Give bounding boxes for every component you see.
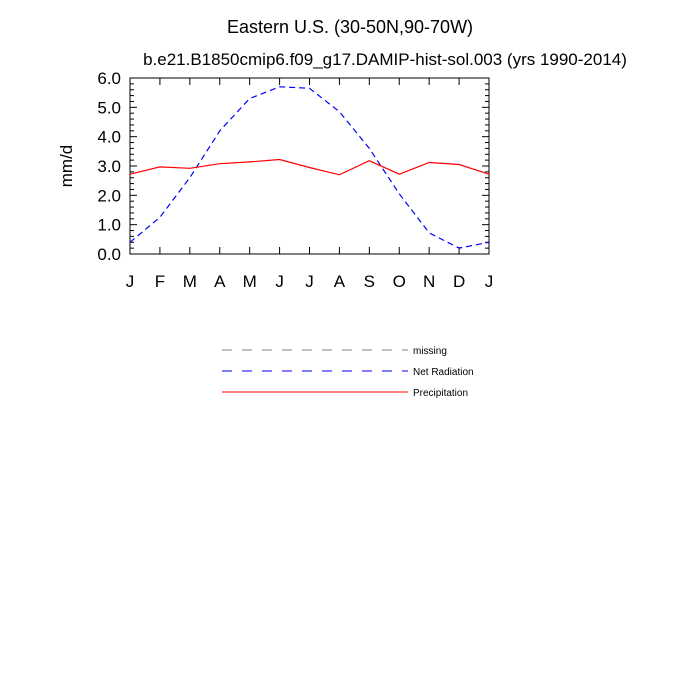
legend-label: missing [413, 346, 447, 357]
plot-frame [129, 77, 490, 255]
x-tick-label: M [243, 272, 257, 291]
series-lines [129, 86, 490, 249]
x-tick-label: N [423, 272, 435, 291]
x-tick-label: O [393, 272, 406, 291]
axes: 0.01.02.03.04.05.06.0J F M A M J J A S O N D J [97, 69, 493, 291]
series-line-net-radiation [129, 86, 490, 249]
x-tick-label: A [214, 272, 226, 291]
y-tick-label: 4.0 [97, 128, 121, 147]
y-tick-label: 1.0 [97, 216, 121, 235]
x-tick-label: J [275, 272, 284, 291]
x-tick-label: J [305, 272, 314, 291]
x-tick-label: J [485, 272, 494, 291]
x-tick-label: F [155, 272, 165, 291]
y-tick-label: 3.0 [97, 157, 121, 176]
chart-subtitle: b.e21.B1850cmip6.f09_g17.DAMIP-hist-sol.… [143, 50, 627, 69]
legend-label: Net Radiation [413, 367, 474, 378]
y-tick-label: 6.0 [97, 69, 121, 88]
x-tick-label: D [453, 272, 465, 291]
x-tick-label: A [334, 272, 346, 291]
y-axis-label: mm/d [57, 145, 76, 188]
x-tick-label: J [126, 272, 135, 291]
legend-label: Precipitation [413, 388, 468, 399]
x-tick-label: M [183, 272, 197, 291]
y-tick-label: 0.0 [97, 245, 121, 264]
chart-title: Eastern U.S. (30-50N,90-70W) [226, 17, 474, 37]
legend: missing Net Radiation Precipitation [222, 346, 474, 399]
series-line-precipitation [129, 158, 490, 176]
y-tick-label: 2.0 [97, 186, 121, 205]
x-tick-label: S [364, 272, 375, 291]
y-tick-label: 5.0 [97, 98, 121, 117]
